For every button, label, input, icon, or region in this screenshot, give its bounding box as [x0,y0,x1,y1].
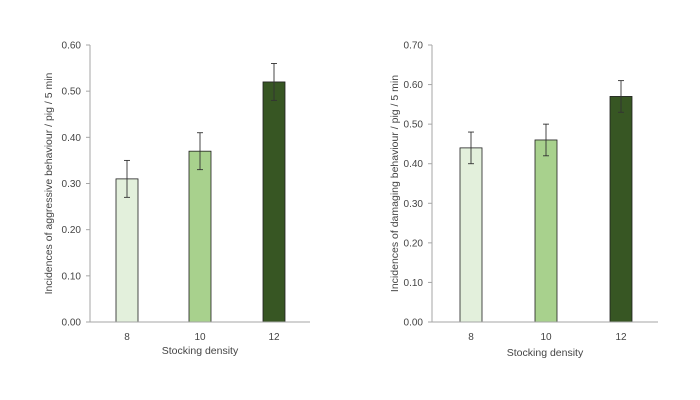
x-tick-label: 10 [540,332,552,343]
y-tick-label: 0.30 [62,179,82,190]
bar-10 [534,139,558,323]
x-tick-label: 12 [268,332,280,343]
aggressive-behaviour-chart: 0.00 0.10 0.20 0.30 0.40 0.50 0.60 8 10 12 Stockin… [43,41,310,357]
y-tick-label: 0.10 [404,278,424,289]
y-tick-label: 0.50 [62,87,82,98]
y-tick-label: 0.10 [62,271,82,282]
y-tick-label: 0.20 [404,238,424,249]
y-tick-label: 0.00 [404,318,424,329]
x-tick-label: 12 [615,332,627,343]
damaging-behaviour-chart: 0.00 0.10 0.20 0.30 0.40 0.50 0.60 0.70 8 10 12 Sto… [389,41,658,359]
y-tick-label: 0.40 [404,159,424,170]
y-axis-title: Incidences of damaging behaviour / pig /… [389,75,401,292]
y-tick-label: 0.30 [404,199,424,210]
bar-12 [262,81,286,323]
x-axis-title: Stocking density [507,347,584,359]
y-tick-label: 0.40 [62,133,82,144]
x-tick-label: 8 [124,332,130,343]
y-tick-label: 0.70 [404,41,424,52]
x-tick-label: 10 [194,332,206,343]
y-tick-label: 0.50 [404,120,424,131]
y-tick-label: 0.60 [404,80,424,91]
bar-10 [188,150,212,323]
x-tick-label: 8 [468,332,474,343]
y-tick-label: 0.60 [62,41,82,52]
bar-8 [115,178,139,323]
bar-12 [609,96,633,323]
bar-8 [459,147,483,323]
x-axis-title: Stocking density [162,345,239,357]
y-tick-label: 0.00 [62,318,82,329]
y-axis-title: Incidences of aggressive behaviour / pig… [43,72,55,294]
y-tick-label: 0.20 [62,225,82,236]
